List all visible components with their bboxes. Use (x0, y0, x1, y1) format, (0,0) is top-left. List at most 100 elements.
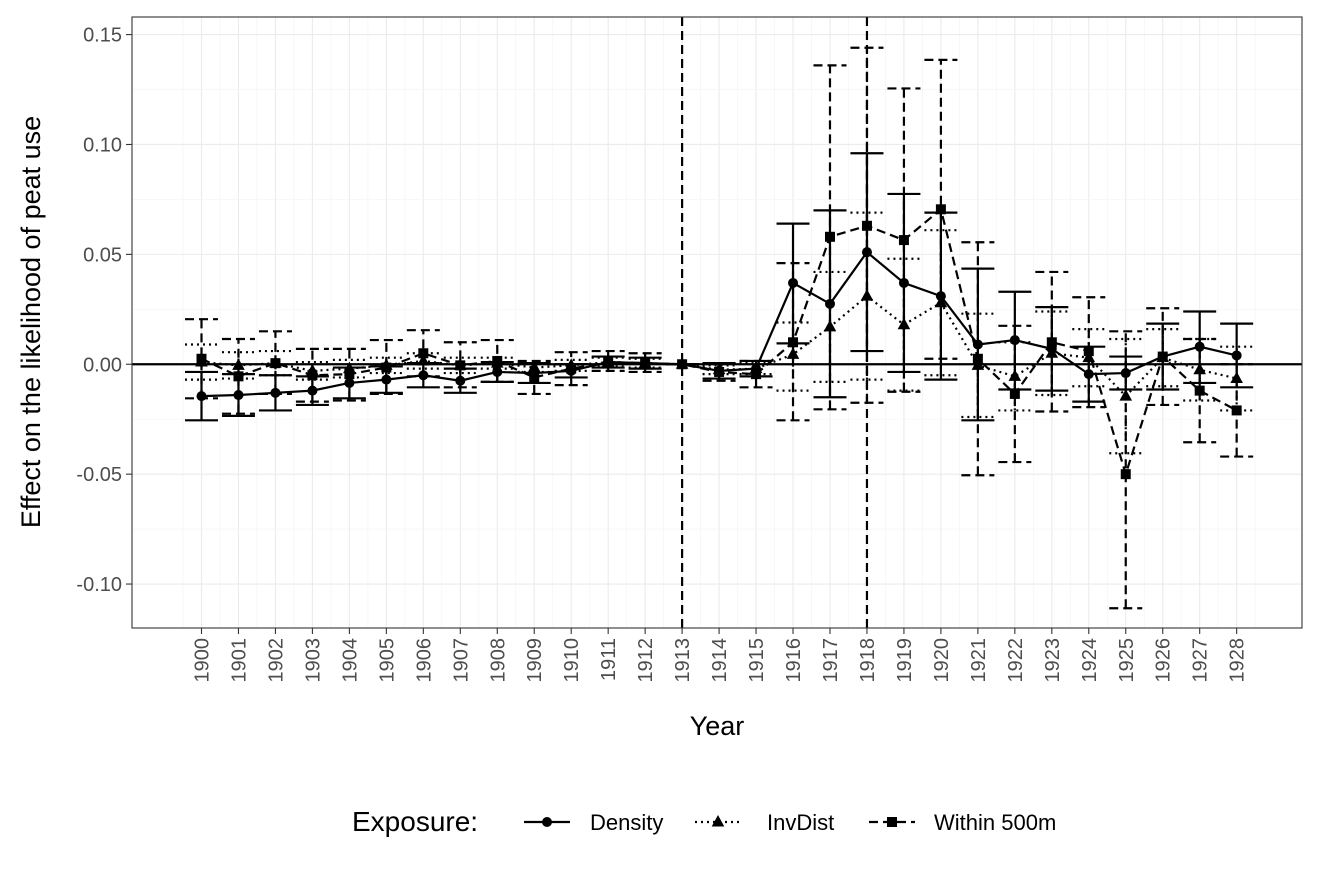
data-point (788, 277, 799, 288)
x-tick-label: 1912 (635, 638, 657, 683)
x-tick-label: 1918 (857, 638, 879, 683)
data-point (824, 231, 835, 242)
error-bar (185, 318, 218, 400)
y-tick-label: 0.15 (83, 25, 122, 47)
data-point (971, 358, 985, 370)
error-bar (221, 337, 255, 415)
data-point (233, 371, 244, 382)
legend-title: Exposure: (352, 806, 478, 837)
x-tick-label: 1917 (820, 638, 842, 683)
legend-item-within-500m: Within 500m (869, 810, 1056, 835)
data-point (898, 277, 909, 288)
error-bar (887, 257, 921, 392)
data-point (307, 385, 318, 396)
legend-label: Within 500m (934, 810, 1056, 835)
panel-border (131, 16, 1303, 629)
x-tick-label: 1903 (302, 638, 324, 683)
data-point (1009, 388, 1020, 399)
error-bar (924, 58, 958, 360)
x-tick-label: 1905 (376, 638, 398, 683)
data-point (860, 289, 874, 301)
legend-item-density: Density (524, 810, 663, 835)
data-point (529, 372, 540, 383)
x-tick-label: 1906 (413, 638, 435, 683)
x-tick-label: 1909 (524, 638, 546, 683)
x-tick-label: 1919 (894, 638, 916, 683)
y-tick-label: 0.00 (83, 354, 122, 376)
series-within-500m (185, 46, 1254, 610)
data-point (897, 317, 911, 330)
x-tick-label: 1915 (746, 638, 768, 683)
x-tick-label: 1928 (1227, 638, 1249, 683)
error-bar (369, 338, 403, 396)
x-axis-title: Year (690, 711, 745, 741)
series (185, 46, 1254, 610)
x-tick-label: 1901 (228, 638, 250, 683)
x-tick-label: 1927 (1190, 638, 1212, 683)
x-tick-label: 1925 (1116, 638, 1138, 683)
x-tick-label: 1923 (1042, 638, 1064, 683)
data-point (1120, 368, 1131, 379)
data-point (677, 359, 688, 370)
data-point (307, 370, 318, 381)
data-point (898, 235, 909, 246)
data-point (786, 347, 800, 359)
y-tick-label: -0.10 (76, 574, 122, 596)
x-tick-label: 1902 (265, 638, 287, 683)
x-tick-label: 1916 (783, 638, 805, 683)
x-tick-label: 1907 (450, 638, 472, 683)
x-tick-label: 1914 (709, 638, 731, 683)
y-tick-label: 0.05 (83, 244, 122, 266)
data-point (196, 353, 207, 364)
data-point (418, 348, 429, 359)
data-point (972, 353, 983, 364)
error-bar (1109, 330, 1143, 610)
error-bar (406, 329, 440, 378)
legend-key-marker (542, 817, 552, 827)
error-bar (628, 352, 662, 374)
data-point (455, 360, 466, 371)
x-tick-label: 1926 (1153, 638, 1175, 683)
x-tick-label: 1908 (487, 638, 509, 683)
x-tick-label: 1904 (339, 638, 361, 683)
data-point (1083, 346, 1094, 357)
legend-label: Density (590, 810, 663, 835)
x-tick-label: 1911 (598, 638, 620, 681)
data-point (492, 355, 503, 366)
x-tick-label: 1910 (561, 638, 583, 683)
data-point (751, 369, 762, 380)
legend-item-invdist: InvDist (695, 810, 834, 835)
error-bar (332, 347, 366, 402)
data-point (1194, 341, 1205, 352)
x-tick-label: 1924 (1079, 638, 1101, 683)
data-point (344, 369, 355, 380)
data-point (861, 220, 872, 231)
y-tick-label: 0.10 (83, 134, 122, 156)
axes: -0.10 -0.05 0.00 0.05 0.10 0.15 1900 1901 1902 19… (76, 25, 1248, 683)
x-tick-label: 1921 (968, 638, 990, 683)
data-point (640, 358, 651, 369)
error-bar (1183, 337, 1217, 444)
x-tick-label: 1913 (672, 638, 694, 683)
data-point (1157, 351, 1168, 362)
y-axis-title: Effect on the likelihood of peat use (16, 116, 46, 528)
data-point (1230, 371, 1243, 384)
legend-key-marker (711, 815, 725, 827)
error-bar (739, 359, 773, 389)
error-bar (591, 349, 625, 372)
error-bar (1072, 296, 1106, 409)
data-point (1194, 385, 1205, 396)
error-bar (887, 87, 921, 393)
data-point (603, 357, 614, 368)
data-point (1046, 337, 1057, 348)
x-tick-label: 1922 (1005, 638, 1027, 683)
x-tick-label: 1920 (931, 638, 953, 683)
data-point (270, 358, 281, 369)
data-point (381, 362, 392, 373)
data-point (788, 337, 799, 348)
legend-key-marker (887, 817, 897, 827)
x-tick-label: 1900 (192, 638, 214, 683)
